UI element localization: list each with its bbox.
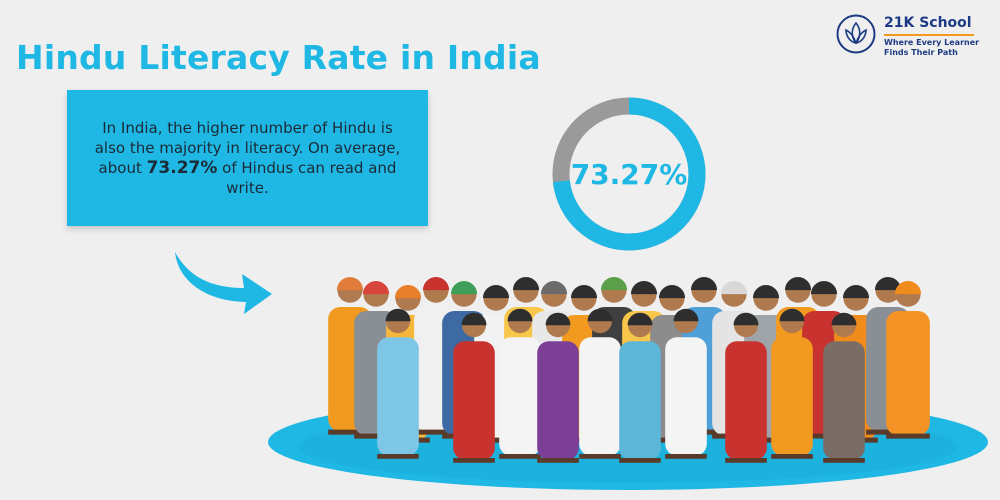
literacy-percentage-label: 73.27% bbox=[570, 157, 688, 191]
person-figure bbox=[823, 312, 865, 463]
person-figure bbox=[377, 308, 419, 459]
info-box: In India, the higher number of Hindu is … bbox=[67, 90, 428, 226]
person-figure bbox=[771, 308, 813, 459]
literacy-donut-chart bbox=[552, 97, 706, 251]
person-figure bbox=[537, 312, 579, 463]
logo-underline bbox=[884, 34, 974, 36]
page-title: Hindu Literacy Rate in India bbox=[16, 38, 541, 77]
person-figure bbox=[725, 312, 767, 463]
logo-tagline-line2: Finds Their Path bbox=[884, 48, 958, 57]
person-figure bbox=[579, 308, 621, 459]
logo-name: 21K School bbox=[884, 15, 972, 31]
info-highlight: 73.27% bbox=[146, 158, 218, 178]
lotus-icon bbox=[836, 14, 876, 54]
info-text: In India, the higher number of Hindu is … bbox=[89, 118, 406, 198]
literacy-donut-arc bbox=[552, 97, 706, 251]
brand-logo[interactable]: 21K School Where Every Learner Finds The… bbox=[836, 14, 986, 58]
person-figure bbox=[665, 308, 707, 459]
person-figure bbox=[499, 308, 541, 459]
info-text-before: In India, the higher number of Hindu is … bbox=[94, 119, 401, 177]
logo-tagline-line1: Where Every Learner bbox=[884, 38, 980, 47]
info-text-after: of Hindus can read and write. bbox=[217, 159, 397, 197]
person-figure bbox=[453, 312, 495, 463]
crowd-illustration bbox=[268, 277, 988, 490]
person-figure bbox=[886, 281, 930, 439]
person-figure bbox=[619, 312, 661, 463]
curved-arrow-icon bbox=[175, 252, 272, 314]
